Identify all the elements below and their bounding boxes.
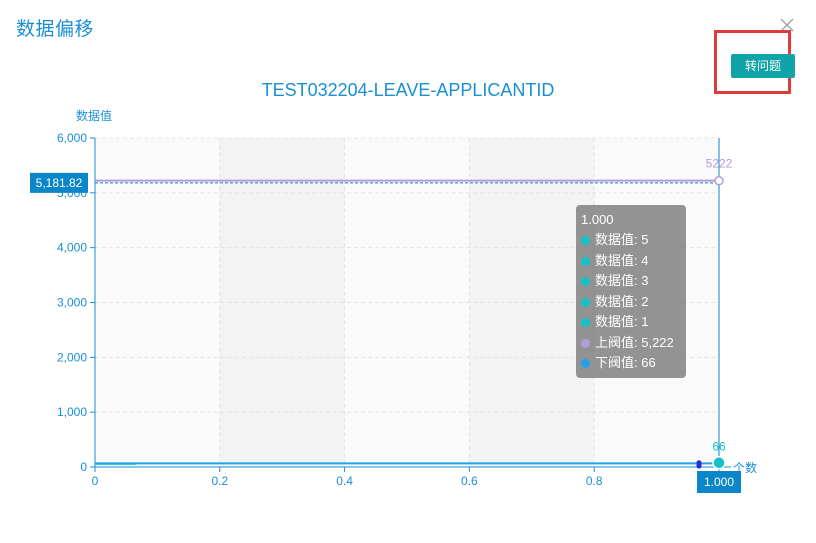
x-pointer-label: 1.000 [704, 475, 734, 489]
x-pointer-badge [697, 471, 741, 493]
dialog-title: 数据偏移 [16, 19, 95, 40]
legend-dot-icon [581, 359, 590, 368]
legend-dot-icon [581, 277, 590, 286]
y-axis-label: 数据值 [76, 108, 112, 123]
tooltip-row-label: 数据值: 1 [595, 314, 649, 329]
tooltip-row: 数据值: 5 [581, 230, 680, 251]
plot-band [219, 138, 345, 467]
y-tick-label: 2,000 [57, 350, 87, 364]
tooltip-row-label: 下阀值: 66 [595, 355, 656, 370]
legend-dot-icon [581, 318, 590, 327]
x-tick-label: 0.2 [211, 474, 228, 488]
y-tick-label: 4,000 [57, 241, 87, 255]
x-tick-label: 0.4 [336, 474, 353, 488]
y-pointer-badge [30, 172, 88, 193]
legend-dot-icon [581, 236, 590, 245]
tooltip-row: 数据值: 2 [581, 292, 680, 313]
y-tick-label: 3,000 [57, 296, 87, 310]
x-tick-label: 0.6 [461, 474, 478, 488]
legend-dot-icon [581, 256, 590, 266]
point-label: 5222 [706, 157, 733, 171]
plot-band [95, 138, 220, 467]
tooltip-row-label: 数据值: 4 [595, 252, 649, 268]
tooltip-title: 1.000 [581, 212, 614, 227]
point-label: 66 [712, 439, 726, 453]
chart-title: TEST032204-LEAVE-APPLICANTID [261, 80, 555, 100]
x-tick-label: 0 [92, 474, 99, 488]
tooltip-row: 数据值: 3 [581, 271, 680, 292]
tooltip: 1.000 数据值: 5 数据值: 4 数据值: 3 数据值: 2 数据值: 1 上阀值:… [576, 205, 686, 378]
y-pointer-label: 5,181.82 [36, 176, 83, 190]
tooltip-row: 数据值: 1 [581, 312, 680, 333]
tooltip-row-label: 上阀值: 5,222 [595, 334, 674, 350]
close-icon[interactable] [780, 18, 794, 32]
tooltip-row-label: 数据值: 2 [595, 293, 649, 309]
data-point [696, 463, 702, 469]
upper-threshold-point [714, 175, 724, 186]
data-point-active [712, 456, 726, 470]
y-tick-label: 1,000 [57, 405, 87, 419]
tooltip-row-label: 数据值: 3 [595, 273, 649, 288]
legend-dot-icon [581, 297, 590, 307]
x-tick-label: 0.8 [586, 474, 603, 488]
y-tick-label: 6,000 [57, 131, 87, 145]
tooltip-row: 上阀值: 5,222 [581, 333, 680, 354]
y-tick-label: 0 [80, 460, 87, 474]
tooltip-row: 下阀值: 66 [581, 353, 680, 374]
tooltip-row-label: 数据值: 5 [595, 232, 649, 247]
tooltip-row: 数据值: 4 [581, 251, 680, 272]
transfer-issue-button[interactable]: 转问题 [731, 54, 795, 78]
legend-dot-icon [581, 338, 590, 348]
